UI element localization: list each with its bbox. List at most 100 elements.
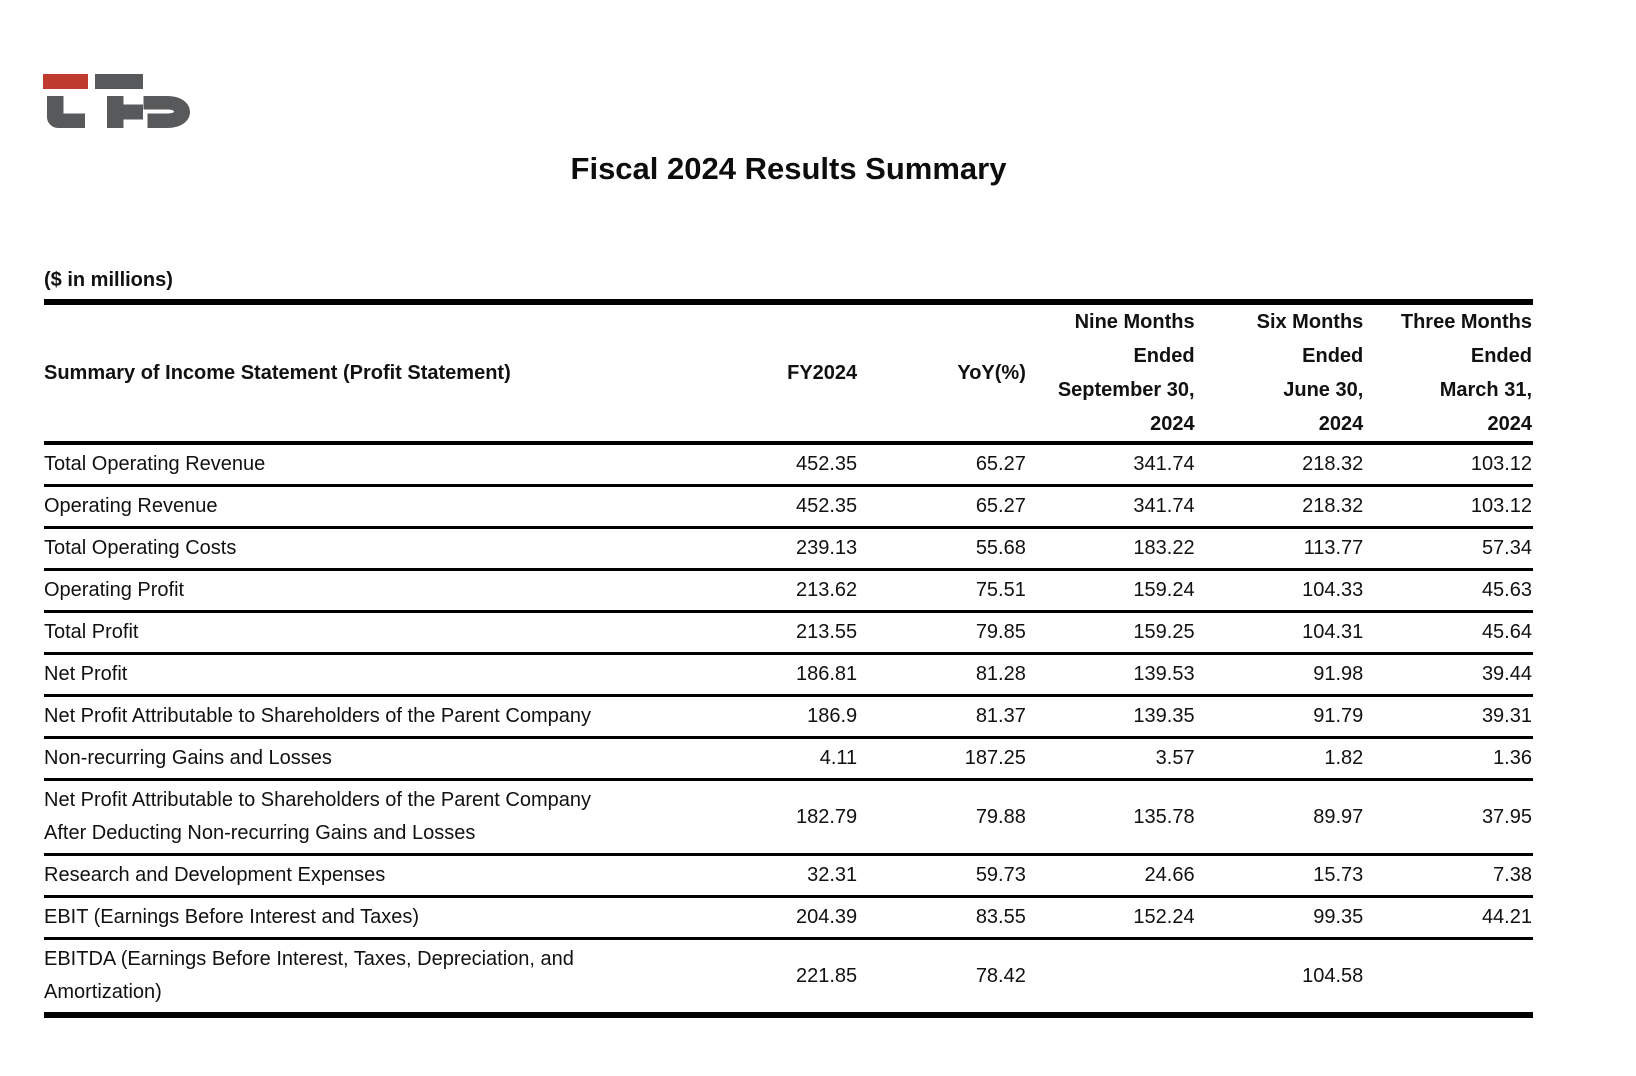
column-header-three-months: Three Months Ended March 31, 2024	[1364, 302, 1533, 445]
cell-label: Net Profit Attributable to Shareholders …	[44, 778, 690, 855]
cell-nine-months: 139.53	[1026, 652, 1196, 696]
cell-six-months: 218.32	[1302, 453, 1364, 475]
cell-nine-months	[1026, 937, 1196, 1015]
cell-label: EBIT (Earnings Before Interest and Taxes…	[44, 895, 690, 939]
cell-label: EBITDA (Earnings Before Interest, Taxes,…	[44, 937, 690, 1015]
cell-six-months: 1.82	[1195, 736, 1365, 780]
table-row: Non-recurring Gains and Losses 4.11 187.…	[44, 736, 1533, 780]
cell-three-months	[1364, 937, 1533, 1015]
cell-three-months: 39.44	[1364, 652, 1533, 696]
units-note: ($ in millions)	[44, 269, 173, 291]
column-header-yoy: YoY(%)	[858, 302, 1027, 445]
logo-gray-bar	[95, 74, 143, 89]
table-row: Net Profit 186.81 81.28 139.53 91.98 39.…	[44, 652, 1533, 696]
table-row: Total Profit 213.55 79.85 159.25 104.31 …	[44, 610, 1533, 654]
cell-fy2024: 182.79	[689, 778, 859, 855]
cell-three-months: 37.95	[1364, 778, 1533, 855]
cell-six-months: 99.35	[1195, 895, 1365, 939]
cell-fy2024: 32.31	[689, 853, 859, 897]
report-content: Fiscal 2024 Results Summary ($ in millio…	[44, 150, 1533, 1018]
column-header-label: Summary of Income Statement (Profit Stat…	[44, 302, 690, 445]
cell-yoy: 79.85	[858, 610, 1027, 654]
cell-three-months: 103.12	[1470, 453, 1532, 475]
cell-three-months: 57.34	[1364, 526, 1533, 570]
cell-six-months: 15.73	[1195, 853, 1365, 897]
cell-fy2024: 239.13	[689, 526, 859, 570]
cell-fy2024: 452.35	[689, 484, 859, 528]
cell-yoy: 55.68	[858, 526, 1027, 570]
table-body: Total Operating Revenue 452.35 65.27 341…	[44, 443, 1533, 1015]
cell-nine-months: 159.24	[1026, 568, 1196, 612]
cell-six-months: 89.97	[1195, 778, 1365, 855]
cell-nine-months: 183.22	[1026, 526, 1196, 570]
cell-six-months: 91.79	[1195, 694, 1365, 738]
cell-three-months: 103.12	[1364, 484, 1533, 528]
cell-six-months: 104.31	[1195, 610, 1365, 654]
table-row: EBITDA (Earnings Before Interest, Taxes,…	[44, 937, 1533, 1015]
cell-yoy: 65.27	[858, 484, 1027, 528]
cell-label: Total Operating Revenue	[44, 453, 266, 475]
cell-six-months: 104.33	[1195, 568, 1365, 612]
cell-nine-months: 341.74	[1026, 484, 1196, 528]
table-row: Research and Development Expenses 32.31 …	[44, 853, 1533, 897]
cell-label: Non-recurring Gains and Losses	[44, 736, 690, 780]
cell-six-months: 113.77	[1195, 526, 1365, 570]
table-row: Operating Profit 213.62 75.51 159.24 104…	[44, 568, 1533, 612]
cell-three-months: 7.38	[1364, 853, 1533, 897]
cell-yoy: 78.42	[858, 937, 1027, 1015]
cell-fy2024: 4.11	[689, 736, 859, 780]
cell-yoy: 75.51	[858, 568, 1027, 612]
cell-three-months: 44.21	[1364, 895, 1533, 939]
company-logo-icon	[43, 74, 190, 128]
logo-letter-f	[107, 96, 143, 128]
column-header-nine-months: Nine Months Ended September 30, 2024	[1026, 302, 1196, 445]
column-header-six-months: Six Months Ended June 30, 2024	[1195, 302, 1365, 445]
income-statement-table: Summary of Income Statement (Profit Stat…	[44, 299, 1533, 1018]
cell-fy2024: 204.39	[689, 895, 859, 939]
cell-label: Research and Development Expenses	[44, 853, 690, 897]
table-row: Total Operating Costs 239.13 55.68 183.2…	[44, 526, 1533, 570]
cell-label: Operating Profit	[44, 568, 690, 612]
cell-nine-months: 341.74	[1133, 453, 1195, 475]
column-header-fy2024: FY2024	[689, 302, 859, 445]
cell-nine-months: 159.25	[1026, 610, 1196, 654]
table-row: Net Profit Attributable to Shareholders …	[44, 694, 1533, 738]
cell-nine-months: 24.66	[1026, 853, 1196, 897]
cell-yoy: 187.25	[858, 736, 1027, 780]
table-row: Total Operating Revenue 452.35 65.27 341…	[44, 443, 1533, 486]
cell-three-months: 45.64	[1364, 610, 1533, 654]
cell-fy2024: 213.62	[689, 568, 859, 612]
cell-nine-months: 3.57	[1026, 736, 1196, 780]
cell-six-months: 104.58	[1195, 937, 1365, 1015]
cell-three-months: 1.36	[1364, 736, 1533, 780]
cell-three-months: 39.31	[1364, 694, 1533, 738]
cell-yoy: 83.55	[858, 895, 1027, 939]
cell-nine-months: 135.78	[1026, 778, 1196, 855]
cell-six-months: 218.32	[1195, 484, 1365, 528]
cell-fy2024: 213.55	[689, 610, 859, 654]
cell-fy2024: 452.35	[796, 453, 858, 475]
cell-fy2024: 186.81	[689, 652, 859, 696]
cell-label: Total Profit	[44, 610, 690, 654]
cell-yoy: 79.88	[858, 778, 1027, 855]
cell-yoy: 65.27	[975, 453, 1026, 475]
cell-label: Net Profit Attributable to Shareholders …	[44, 694, 690, 738]
logo-red-bar	[43, 74, 88, 89]
page-title: Fiscal 2024 Results Summary	[570, 151, 1007, 186]
cell-fy2024: 186.9	[689, 694, 859, 738]
table-row: Net Profit Attributable to Shareholders …	[44, 778, 1533, 855]
cell-fy2024: 221.85	[689, 937, 859, 1015]
cell-yoy: 81.37	[858, 694, 1027, 738]
table-header-row: Summary of Income Statement (Profit Stat…	[44, 302, 1533, 445]
cell-yoy: 59.73	[858, 853, 1027, 897]
cell-nine-months: 139.35	[1026, 694, 1196, 738]
logo-letter-l	[47, 96, 85, 128]
cell-label: Total Operating Costs	[44, 526, 690, 570]
table-row: Operating Revenue 452.35 65.27 341.74 21…	[44, 484, 1533, 528]
table-row: EBIT (Earnings Before Interest and Taxes…	[44, 895, 1533, 939]
company-logo	[43, 74, 190, 131]
cell-nine-months: 152.24	[1026, 895, 1196, 939]
cell-label: Net Profit	[44, 652, 690, 696]
cell-yoy: 81.28	[858, 652, 1027, 696]
